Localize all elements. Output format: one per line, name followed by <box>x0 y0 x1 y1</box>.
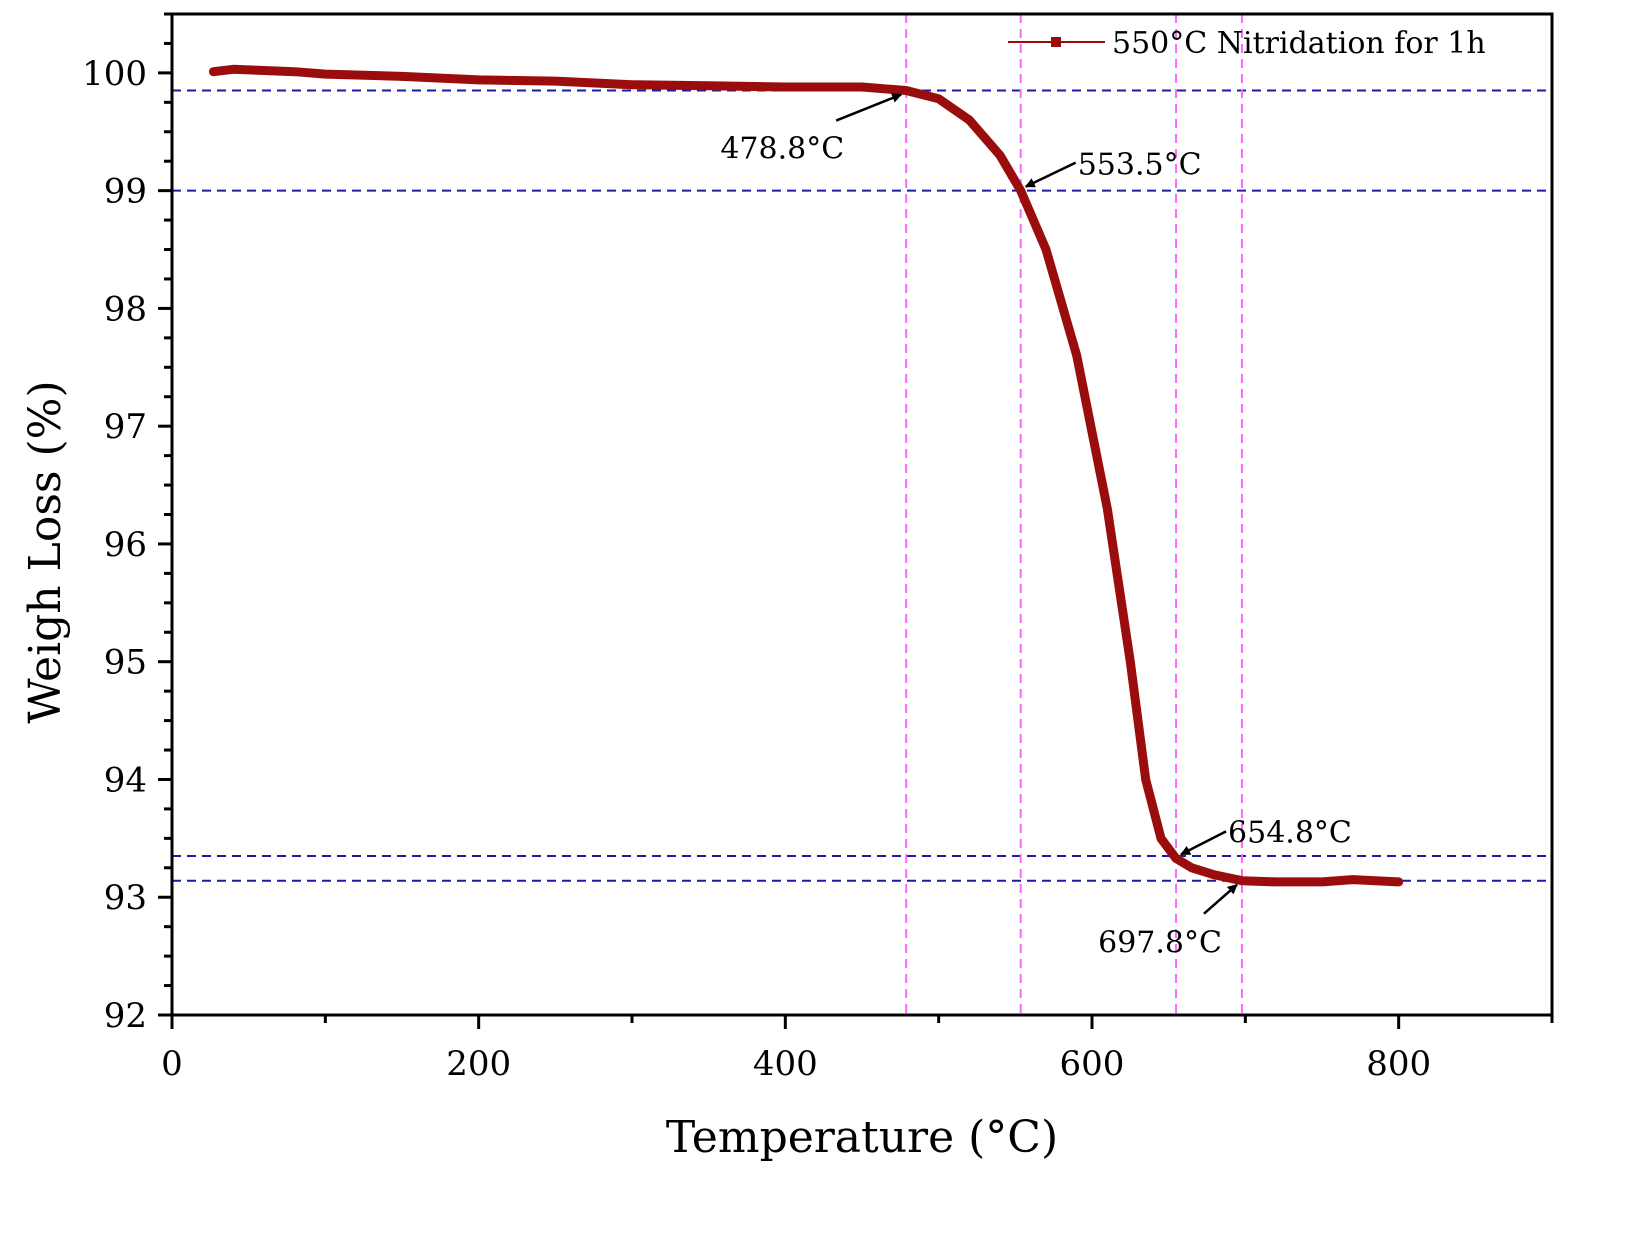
x-axis-ticks: 0 200 400 600 800 <box>161 1015 1554 1084</box>
y-tick-label: 97 <box>104 407 147 447</box>
x-tick-label: 800 <box>1366 1044 1431 1084</box>
annotation-arrow-0 <box>835 93 903 122</box>
annotation-arrow-2 <box>1180 830 1227 856</box>
x-tick-label: 400 <box>753 1044 818 1084</box>
y-tick-label: 100 <box>82 54 147 94</box>
legend-label: 550°C Nitridation for 1h <box>1112 26 1486 61</box>
annotation-arrow-3 <box>1203 883 1238 915</box>
x-tick-label: 200 <box>446 1044 511 1084</box>
series-line-0 <box>208 64 1404 887</box>
y-tick-label: 92 <box>104 996 147 1036</box>
annotation-arrow-1 <box>1024 161 1077 188</box>
annotation-label-0: 478.8°C <box>720 132 844 167</box>
series-group <box>208 64 1404 887</box>
x-tick-label: 0 <box>161 1044 183 1084</box>
annotation-label-2: 654.8°C <box>1228 815 1352 850</box>
y-axis-ticks: 92 93 94 95 96 97 98 99 100 <box>82 12 172 1036</box>
y-tick-label: 96 <box>104 525 147 565</box>
reference-lines <box>172 14 1552 1015</box>
annotations-group: 478.8°C 553.5°C 654.8°C 697.8°C <box>720 93 1352 961</box>
annotation-label-3: 697.8°C <box>1098 926 1222 961</box>
plot-frame <box>170 12 1554 1017</box>
y-tick-label: 98 <box>104 289 147 329</box>
x-axis-label: Temperature (°C) <box>666 1112 1058 1163</box>
y-tick-label: 99 <box>104 172 147 212</box>
annotation-label-1: 553.5°C <box>1078 148 1202 183</box>
legend-marker <box>1051 37 1061 47</box>
y-tick-label: 94 <box>104 760 147 800</box>
y-tick-label: 95 <box>104 643 147 683</box>
y-axis-label: Weigh Loss (%) <box>20 380 71 723</box>
x-tick-label: 600 <box>1060 1044 1125 1084</box>
legend: 550°C Nitridation for 1h <box>1008 26 1486 61</box>
y-tick-label: 93 <box>104 878 147 918</box>
